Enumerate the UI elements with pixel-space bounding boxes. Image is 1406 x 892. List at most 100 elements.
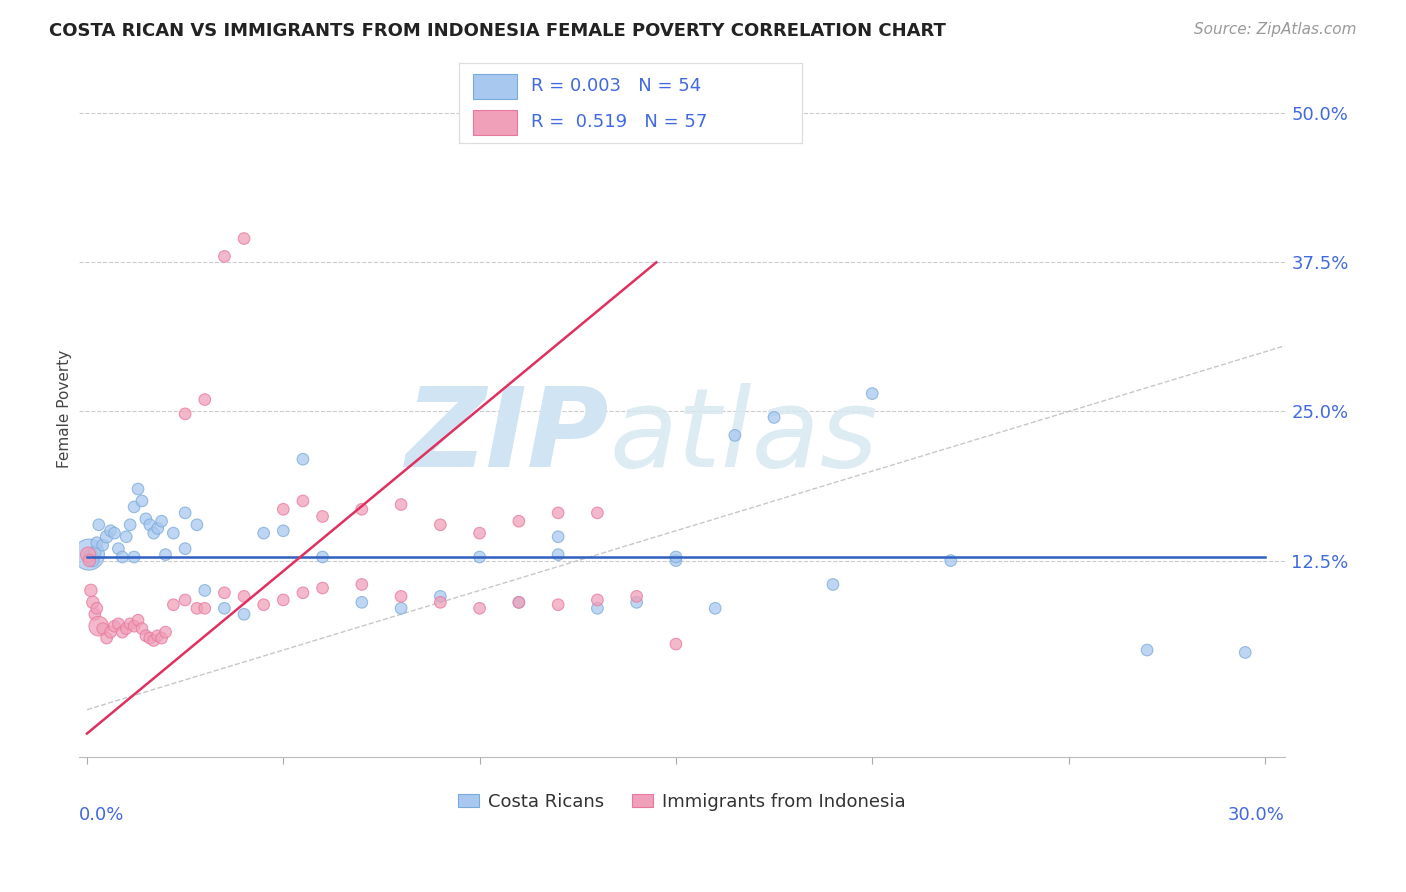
Point	[174, 593, 197, 607]
Point	[194, 601, 217, 615]
Point	[174, 541, 197, 556]
Point	[253, 526, 276, 541]
Point	[291, 586, 314, 600]
Text: COSTA RICAN VS IMMIGRANTS FROM INDONESIA FEMALE POVERTY CORRELATION CHART: COSTA RICAN VS IMMIGRANTS FROM INDONESIA…	[49, 22, 946, 40]
Y-axis label: Female Poverty: Female Poverty	[58, 350, 72, 467]
Text: Source: ZipAtlas.com: Source: ZipAtlas.com	[1194, 22, 1357, 37]
Point	[508, 595, 530, 609]
Point	[389, 601, 412, 615]
Point	[162, 526, 184, 541]
Point	[77, 548, 100, 562]
Point	[311, 509, 333, 524]
Point	[821, 577, 844, 591]
Point	[155, 548, 177, 562]
Point	[586, 601, 609, 615]
Point	[122, 619, 145, 633]
Point	[87, 619, 110, 633]
Point	[135, 629, 157, 643]
Point	[939, 553, 962, 567]
Point	[194, 392, 217, 407]
Point	[122, 500, 145, 514]
Point	[115, 622, 138, 636]
Point	[86, 535, 108, 549]
Point	[80, 549, 103, 564]
Point	[350, 595, 373, 609]
Point	[626, 595, 648, 609]
Point	[194, 583, 217, 598]
Point	[429, 517, 451, 532]
Point	[547, 530, 569, 544]
Point	[214, 601, 236, 615]
Point	[233, 590, 256, 604]
Point	[586, 593, 609, 607]
Point	[350, 577, 373, 591]
Point	[111, 625, 134, 640]
Point	[508, 514, 530, 528]
Point	[233, 231, 256, 245]
Point	[233, 607, 256, 622]
Point	[508, 595, 530, 609]
Point	[186, 601, 208, 615]
Text: 0.0%: 0.0%	[79, 806, 125, 824]
Point	[174, 407, 197, 421]
Point	[665, 549, 688, 564]
Point	[186, 517, 208, 532]
Point	[111, 549, 134, 564]
Point	[214, 586, 236, 600]
Point	[547, 598, 569, 612]
Point	[100, 524, 122, 538]
Point	[174, 506, 197, 520]
Point	[135, 512, 157, 526]
Point	[122, 549, 145, 564]
Point	[91, 622, 114, 636]
Text: 30.0%: 30.0%	[1227, 806, 1285, 824]
Point	[162, 598, 184, 612]
Point	[139, 517, 162, 532]
Point	[291, 494, 314, 508]
Point	[127, 613, 149, 627]
Point	[96, 530, 118, 544]
Point	[83, 545, 105, 559]
Point	[82, 595, 104, 609]
Point	[311, 581, 333, 595]
Point	[150, 514, 173, 528]
Point	[1136, 643, 1159, 657]
Point	[146, 521, 169, 535]
Point	[146, 629, 169, 643]
Point	[724, 428, 747, 442]
Point	[547, 548, 569, 562]
Point	[311, 549, 333, 564]
Point	[429, 595, 451, 609]
Point	[131, 622, 153, 636]
Point	[150, 631, 173, 645]
Point	[107, 541, 129, 556]
Point	[79, 553, 101, 567]
Point	[271, 593, 294, 607]
Text: ZIP: ZIP	[406, 383, 609, 490]
Point	[547, 506, 569, 520]
Point	[83, 607, 105, 622]
Text: atlas: atlas	[609, 383, 879, 490]
Point	[389, 590, 412, 604]
Point	[704, 601, 727, 615]
Point	[586, 506, 609, 520]
Point	[271, 502, 294, 516]
Point	[253, 598, 276, 612]
Point	[115, 530, 138, 544]
Point	[665, 553, 688, 567]
Point	[142, 633, 165, 648]
Point	[142, 526, 165, 541]
Point	[468, 549, 491, 564]
Point	[155, 625, 177, 640]
Point	[763, 410, 786, 425]
Legend: Costa Ricans, Immigrants from Indonesia: Costa Ricans, Immigrants from Indonesia	[450, 786, 912, 818]
Point	[80, 583, 103, 598]
Point	[91, 538, 114, 552]
Point	[127, 482, 149, 496]
Point	[77, 548, 100, 562]
Point	[429, 590, 451, 604]
Point	[665, 637, 688, 651]
Point	[87, 517, 110, 532]
Point	[103, 526, 125, 541]
Point	[214, 249, 236, 263]
